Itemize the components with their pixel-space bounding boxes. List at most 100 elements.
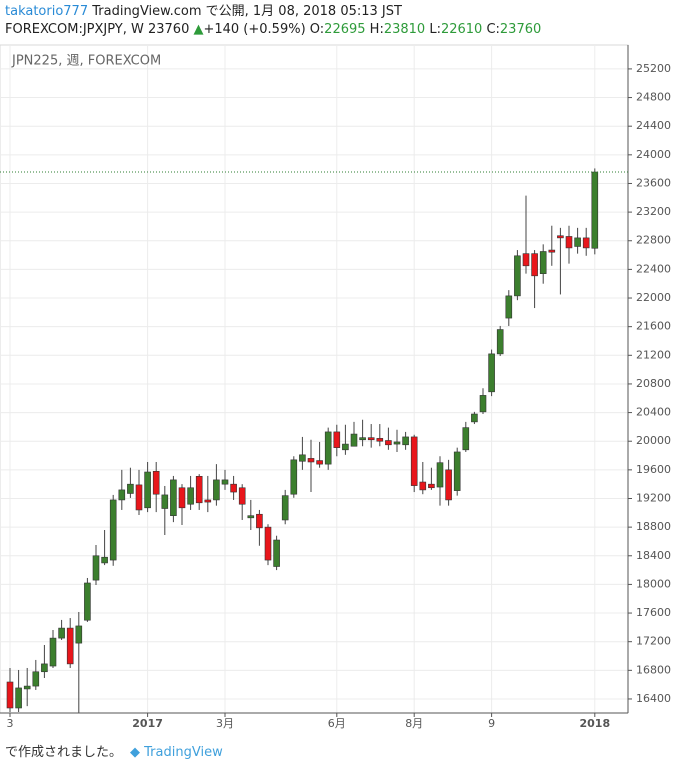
y-tick-label: 22400 — [636, 262, 671, 275]
y-tick-label: 16400 — [636, 692, 671, 705]
header-text: ▲ — [193, 22, 204, 37]
candle-body — [58, 627, 65, 639]
header-line2: FOREXCOM:JPXJPY, W 23760 ▲+140 (+0.59%) … — [5, 21, 541, 39]
y-tick-label: 20800 — [636, 377, 671, 390]
header-text: O: — [309, 22, 325, 37]
candle-body — [514, 255, 521, 297]
header-text: C: — [482, 22, 500, 37]
footer-logo[interactable]: ◆ TradingView — [130, 745, 223, 760]
candle-body — [213, 479, 220, 501]
candle-body — [376, 438, 384, 442]
candle-body — [471, 413, 478, 423]
candle-body — [385, 440, 392, 446]
y-tick-label: 21200 — [636, 348, 671, 361]
candle-body — [333, 431, 341, 448]
header-text: 22610 — [440, 22, 483, 37]
candle-body — [118, 489, 126, 501]
header: takatorio777 TradingView.com で公開, 1月 08,… — [5, 3, 541, 39]
candle-body — [187, 487, 194, 505]
x-tick-label: 3 — [7, 717, 14, 730]
candle-body — [479, 395, 487, 413]
candle-body — [410, 436, 418, 486]
candle-body — [152, 470, 160, 495]
candle-body — [367, 437, 375, 441]
y-tick-label: 23600 — [636, 176, 671, 189]
candle-body — [582, 237, 590, 249]
y-tick-label: 18000 — [636, 577, 671, 590]
candle-body — [49, 637, 57, 667]
candle-body — [92, 555, 100, 581]
header-text: 22695 — [324, 22, 366, 37]
y-tick-label: 18400 — [636, 549, 671, 562]
candle-body — [565, 236, 573, 249]
candle-body — [15, 687, 22, 709]
x-tick-label: 9 — [488, 717, 495, 730]
y-tick-label: 17600 — [636, 606, 671, 619]
candle-body — [324, 431, 332, 465]
y-tick-label: 24800 — [636, 91, 671, 104]
y-tick-label: 21600 — [636, 320, 671, 333]
candle-body — [402, 436, 409, 446]
candle-body — [75, 625, 83, 644]
candle-body — [522, 253, 530, 267]
candle-body — [144, 471, 151, 509]
candle-body — [109, 499, 117, 561]
header-text: TradingView.com で公開, 1月 08, 2018 05:13 J… — [88, 4, 402, 19]
candle-body — [135, 484, 143, 511]
candle-body — [84, 582, 91, 621]
header-text: +140 (+0.59%) — [203, 22, 310, 37]
candle-body — [557, 235, 564, 239]
x-tick-label: 2017 — [132, 717, 163, 730]
candle-body — [23, 685, 31, 690]
candles — [6, 168, 599, 713]
candle-body — [436, 462, 444, 488]
candle-body — [170, 479, 177, 516]
candle-body — [307, 458, 315, 463]
y-tick-label: 24000 — [636, 148, 671, 161]
header-line1: takatorio777 TradingView.com で公開, 1月 08,… — [5, 3, 541, 21]
candle-body — [591, 171, 599, 249]
candle-body — [178, 487, 186, 509]
candle-body — [290, 459, 298, 495]
candle-body — [505, 295, 513, 319]
candle-body — [161, 494, 169, 509]
header-text: takatorio777 — [5, 4, 89, 19]
candle-body — [453, 451, 461, 491]
y-tick-label: 17200 — [636, 635, 671, 648]
y-tick-label: 20000 — [636, 434, 671, 447]
header-text: L: — [425, 22, 441, 37]
x-tick-label: 3月 — [216, 717, 234, 730]
y-tick-label: 19600 — [636, 463, 671, 476]
candle-body — [66, 627, 74, 665]
y-tick-label: 16800 — [636, 663, 671, 676]
candle-body — [488, 353, 495, 393]
chart: JPN225, 週, FOREXCOM 16400 16800 17200 17600… — [0, 44, 671, 730]
y-tick-label: 22800 — [636, 234, 671, 247]
candle-body — [41, 663, 48, 673]
header-text: H: — [365, 22, 384, 37]
candle-body — [539, 251, 547, 274]
candle-body — [32, 671, 40, 687]
y-tick-label: 19200 — [636, 491, 671, 504]
header-text: FOREXCOM:JPXJPY, W 23760 — [5, 22, 194, 37]
candle-body — [221, 479, 229, 485]
candle-body — [256, 513, 263, 529]
footer-brand[interactable]: TradingView — [144, 745, 223, 760]
candle-body — [419, 481, 427, 491]
candle-body — [127, 483, 134, 494]
x-tick-label: 8月 — [405, 717, 423, 730]
candle-body — [445, 469, 452, 501]
candle-body — [101, 556, 108, 564]
candle-body — [281, 495, 289, 521]
footer-text: で作成されました。 — [5, 745, 123, 760]
candle-body — [428, 483, 435, 489]
candle-body — [204, 499, 212, 503]
x-tick-label: 6月 — [328, 717, 346, 730]
chart-title: JPN225, 週, FOREXCOM — [11, 54, 161, 69]
candle-body — [342, 443, 349, 451]
grid — [0, 45, 628, 713]
candle-body — [247, 515, 255, 519]
x-tick-label: 2018 — [579, 717, 610, 730]
